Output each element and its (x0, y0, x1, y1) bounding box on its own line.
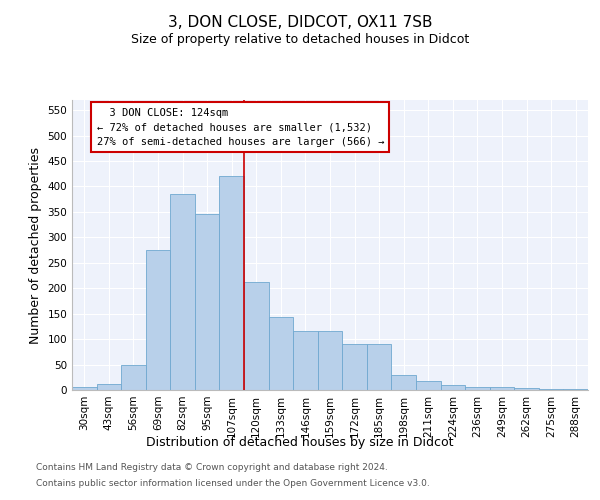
Bar (342, 344, 367, 390)
Bar (318, 331, 342, 390)
Bar (416, 381, 440, 390)
Text: 3 DON CLOSE: 124sqm
← 72% of detached houses are smaller (1,532)
27% of semi-det: 3 DON CLOSE: 124sqm ← 72% of detached ho… (97, 108, 384, 147)
Text: Contains HM Land Registry data © Crown copyright and database right 2024.: Contains HM Land Registry data © Crown c… (36, 464, 388, 472)
Text: Size of property relative to detached houses in Didcot: Size of property relative to detached ho… (131, 32, 469, 46)
Text: 3, DON CLOSE, DIDCOT, OX11 7SB: 3, DON CLOSE, DIDCOT, OX11 7SB (168, 15, 432, 30)
Bar (146, 250, 170, 390)
Bar (563, 389, 588, 390)
Bar (244, 282, 269, 390)
Bar (195, 214, 220, 390)
Bar (465, 388, 490, 390)
Bar (220, 176, 244, 390)
Bar (170, 194, 195, 390)
Bar (367, 344, 391, 390)
Text: Contains public sector information licensed under the Open Government Licence v3: Contains public sector information licen… (36, 478, 430, 488)
Bar (121, 364, 146, 390)
Bar (490, 388, 514, 390)
Bar (97, 384, 121, 390)
Bar (539, 389, 563, 390)
Bar (293, 331, 318, 390)
Bar (440, 385, 465, 390)
Bar (514, 388, 539, 390)
Text: Distribution of detached houses by size in Didcot: Distribution of detached houses by size … (146, 436, 454, 449)
Bar (391, 374, 416, 390)
Bar (269, 317, 293, 390)
Y-axis label: Number of detached properties: Number of detached properties (29, 146, 42, 344)
Bar (72, 388, 97, 390)
